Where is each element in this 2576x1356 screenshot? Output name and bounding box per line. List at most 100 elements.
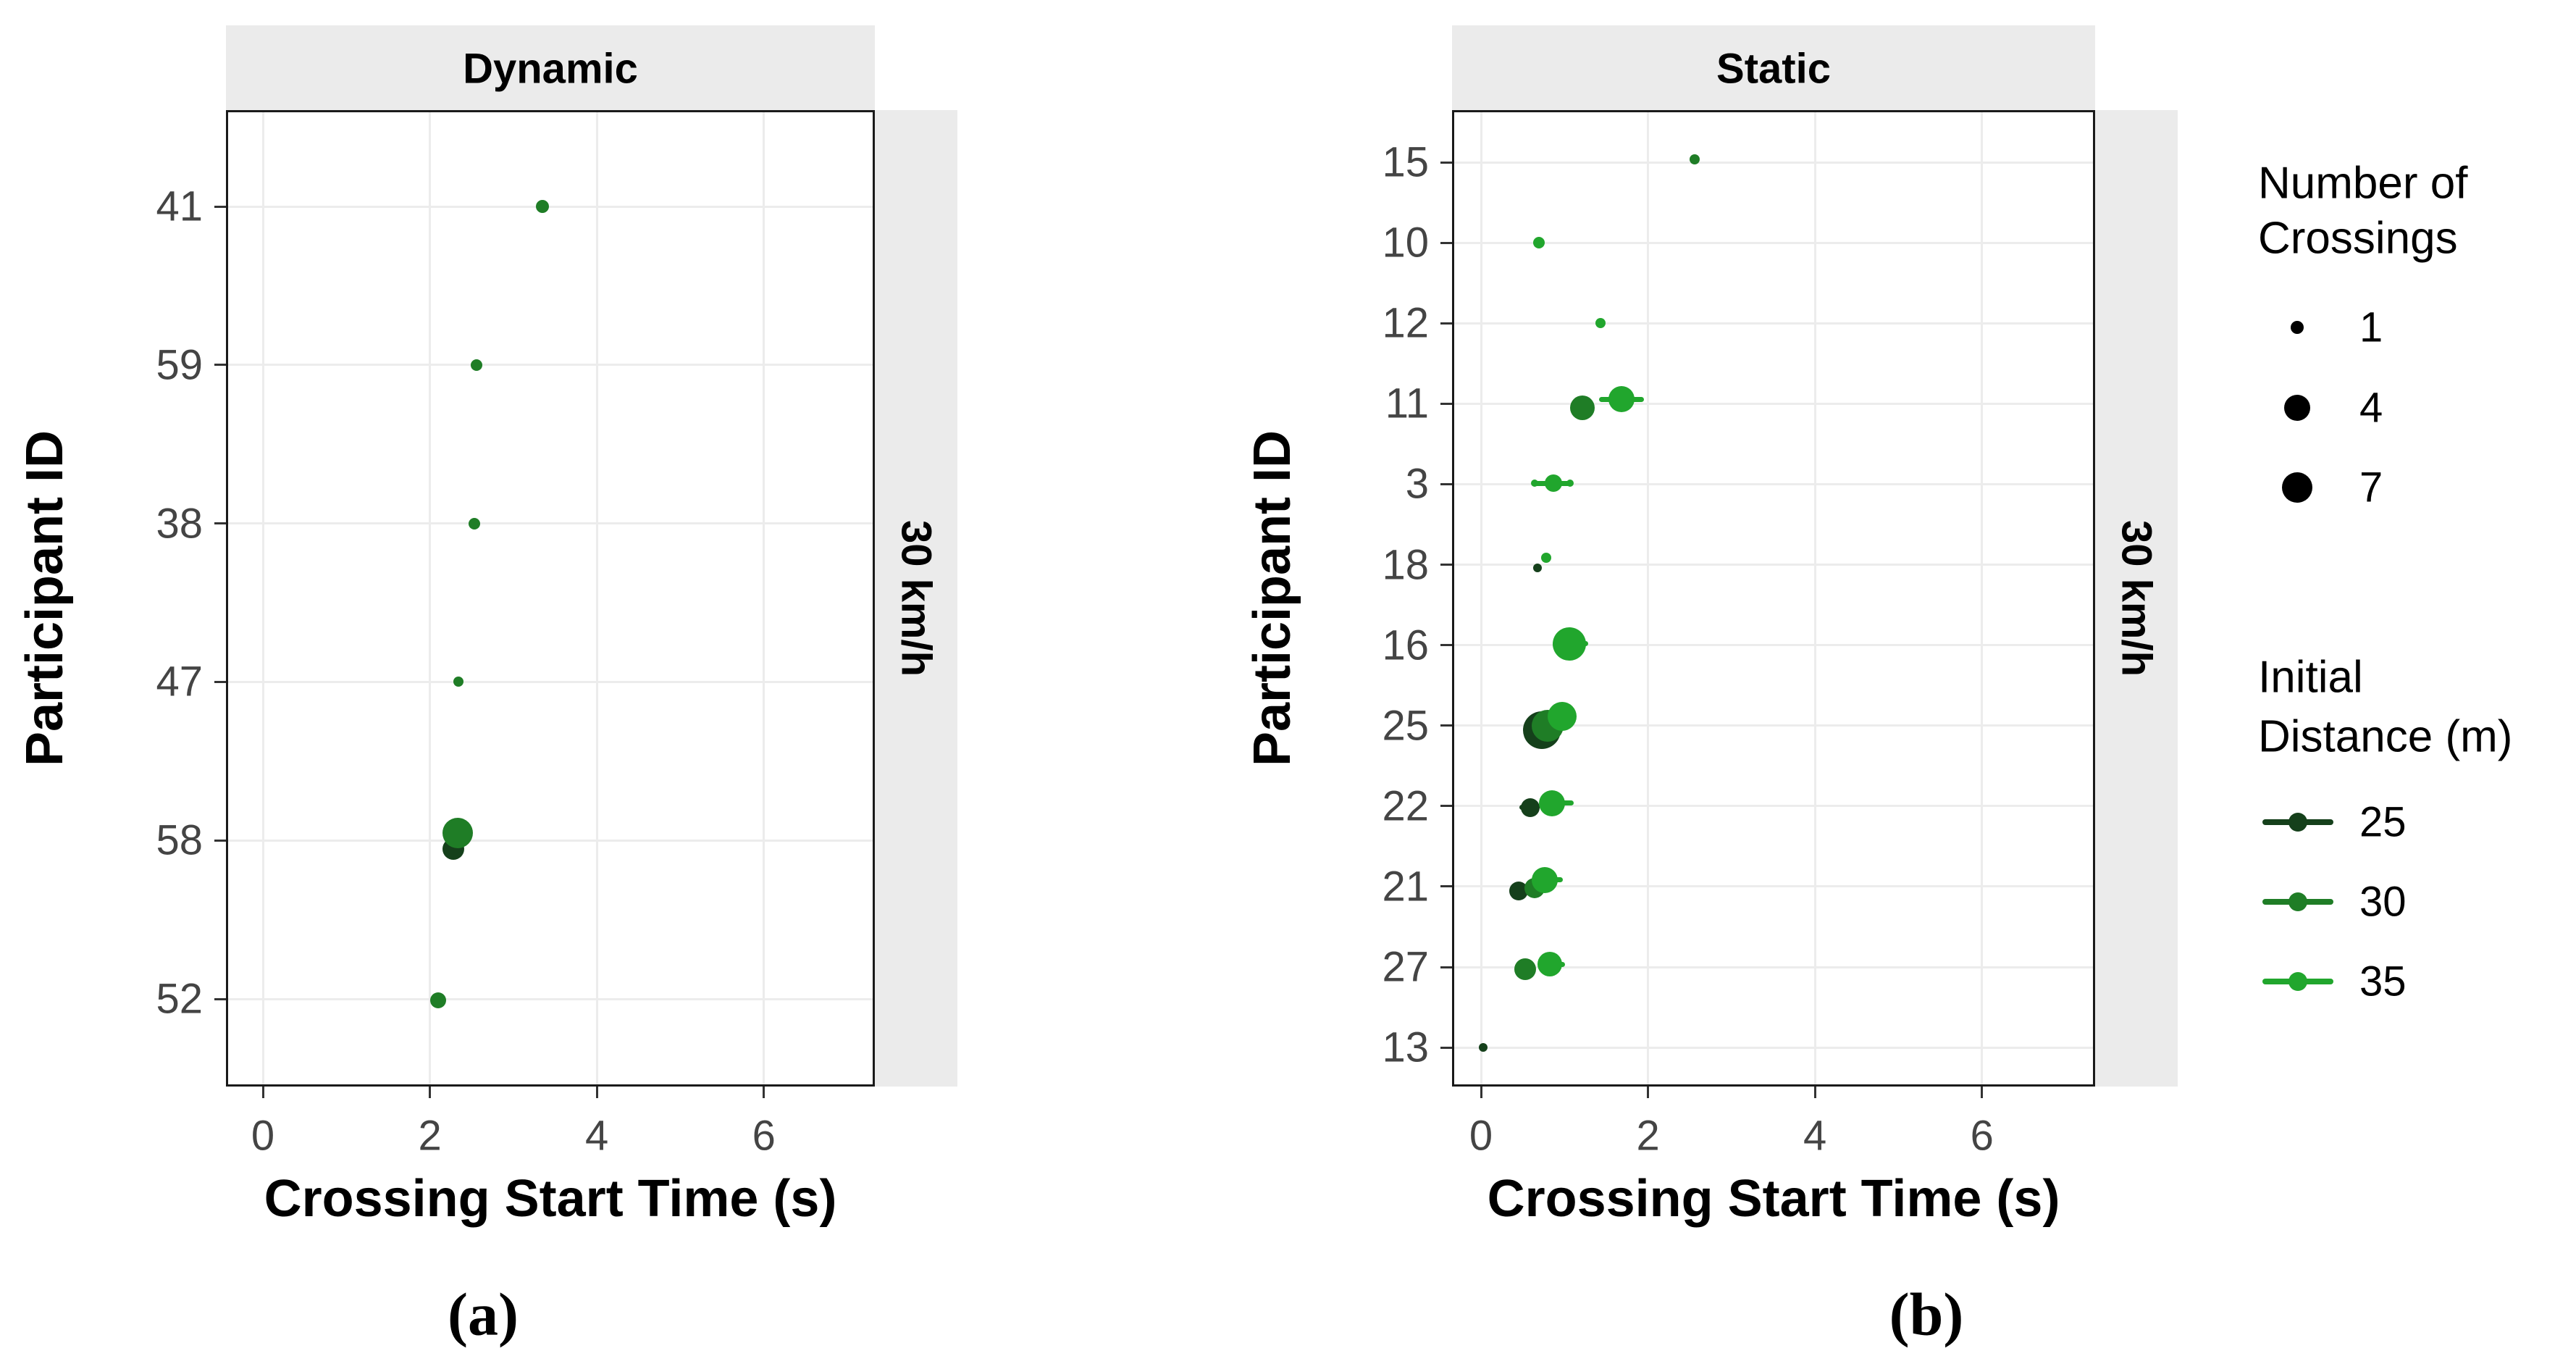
facet-strip-right-label: 30 km/h: [2113, 520, 2160, 677]
y-axis-tick: [1440, 644, 1452, 647]
data-point: [1532, 237, 1545, 249]
y-axis-tick: [1440, 885, 1452, 888]
size-legend-title-line2: Crossings: [2258, 213, 2458, 264]
x-tick-label: 4: [585, 1112, 609, 1160]
distance-legend-dot: [2288, 892, 2307, 911]
x-tick-label: 2: [418, 1112, 442, 1160]
gridline-horizontal: [1454, 241, 2093, 244]
data-point: [1530, 480, 1538, 487]
y-axis-tick: [1440, 805, 1452, 808]
gridline-horizontal: [1454, 322, 2093, 325]
y-axis-tick: [214, 522, 226, 525]
gridline-vertical: [763, 112, 765, 1084]
y-axis-title: Participant ID: [1243, 430, 1301, 767]
y-tick-label: 27: [1382, 943, 1429, 991]
data-point: [1521, 798, 1540, 817]
gridline-horizontal: [1454, 1046, 2093, 1049]
facet-strip-right: [2095, 110, 2178, 1087]
gridline-horizontal: [1454, 966, 2093, 968]
y-axis-tick: [1440, 161, 1452, 164]
data-point: [1531, 866, 1558, 893]
plot-panel: [226, 110, 875, 1087]
y-tick-label: 47: [156, 658, 203, 706]
gridline-horizontal: [1454, 644, 2093, 647]
y-tick-label: 18: [1382, 541, 1429, 588]
data-point: [1566, 480, 1574, 487]
y-tick-label: 10: [1382, 219, 1429, 267]
data-point: [1537, 952, 1562, 976]
y-axis-tick: [1440, 482, 1452, 485]
data-point: [442, 818, 473, 849]
gridline-vertical: [1647, 112, 1650, 1084]
y-axis-tick: [214, 680, 226, 683]
x-axis-tick: [1813, 1087, 1816, 1098]
facet-strip-right-label: 30 km/h: [892, 520, 940, 677]
y-axis-tick: [214, 364, 226, 367]
plot-panel: [1452, 110, 2095, 1087]
y-axis-tick: [214, 839, 226, 842]
size-legend-label: 7: [2359, 464, 2383, 511]
x-axis-tick: [595, 1087, 598, 1098]
y-tick-label: 22: [1382, 782, 1429, 830]
y-axis-tick: [1440, 564, 1452, 566]
x-axis-tick: [1981, 1087, 1984, 1098]
gridline-vertical: [1813, 112, 1816, 1084]
y-axis-title: Participant ID: [16, 430, 74, 767]
facet-strip-top-label: Dynamic: [463, 45, 638, 93]
distance-legend-title-line2: Distance (m): [2258, 711, 2513, 762]
data-point: [536, 200, 550, 213]
y-tick-label: 15: [1382, 138, 1429, 186]
y-axis-tick: [1440, 322, 1452, 325]
gridline-horizontal: [228, 680, 873, 683]
y-axis-tick: [214, 997, 226, 1000]
gridline-horizontal: [1454, 564, 2093, 566]
size-legend-title-line1: Number of: [2258, 158, 2468, 209]
caption-a: (a): [448, 1281, 519, 1349]
y-tick-label: 38: [156, 500, 203, 548]
distance-legend-label: 25: [2359, 798, 2407, 846]
y-tick-label: 13: [1382, 1024, 1429, 1071]
size-legend-label: 1: [2359, 304, 2383, 351]
y-tick-label: 3: [1405, 460, 1429, 508]
data-point: [1533, 563, 1543, 572]
gridline-horizontal: [1454, 402, 2093, 405]
data-point: [1569, 396, 1595, 421]
gridline-horizontal: [1454, 161, 2093, 164]
facet-strip-top: [1452, 25, 2095, 110]
data-point: [1553, 627, 1587, 661]
gridline-vertical: [261, 112, 264, 1084]
x-tick-label: 6: [752, 1112, 776, 1160]
data-point: [1547, 701, 1577, 731]
y-tick-label: 16: [1382, 622, 1429, 669]
x-axis-title: Crossing Start Time (s): [264, 1170, 837, 1228]
distance-legend-label: 30: [2359, 878, 2407, 926]
y-tick-label: 41: [156, 183, 203, 230]
x-tick-label: 0: [1469, 1112, 1493, 1160]
y-tick-label: 52: [156, 975, 203, 1023]
data-point: [1690, 154, 1700, 164]
data-point: [1608, 386, 1635, 413]
size-legend-dot: [2282, 472, 2312, 503]
facet-strip-right: [875, 110, 957, 1087]
x-tick-label: 4: [1803, 1112, 1827, 1160]
gridline-horizontal: [228, 997, 873, 1000]
y-tick-label: 21: [1382, 863, 1429, 911]
data-point: [468, 517, 480, 530]
y-axis-tick: [1440, 724, 1452, 727]
y-axis-tick: [214, 205, 226, 208]
y-tick-label: 25: [1382, 702, 1429, 750]
distance-legend-dot: [2288, 972, 2307, 991]
caption-b: (b): [1889, 1281, 1964, 1349]
gridline-horizontal: [228, 205, 873, 208]
distance-legend-label: 35: [2359, 958, 2407, 1005]
data-point: [1540, 552, 1551, 563]
y-tick-label: 59: [156, 341, 203, 389]
x-tick-label: 2: [1636, 1112, 1660, 1160]
data-point: [1479, 1043, 1488, 1052]
distance-legend-title-line1: Initial: [2258, 652, 2363, 703]
data-point: [1539, 790, 1565, 816]
data-point: [1514, 958, 1537, 980]
gridline-horizontal: [228, 364, 873, 367]
size-legend-dot: [2284, 395, 2310, 421]
